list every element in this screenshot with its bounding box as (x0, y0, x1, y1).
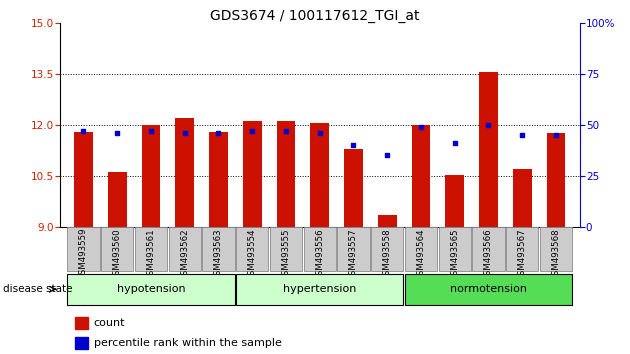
Text: GSM493562: GSM493562 (180, 228, 189, 280)
FancyBboxPatch shape (202, 227, 235, 271)
Point (146, 128, 156, 134)
FancyBboxPatch shape (236, 274, 403, 304)
Text: GSM493556: GSM493556 (315, 228, 324, 280)
FancyBboxPatch shape (405, 274, 572, 304)
FancyBboxPatch shape (270, 227, 302, 271)
Point (551, 132, 561, 138)
Bar (175, 118, 194, 227)
Point (348, 142, 358, 148)
Text: GSM493566: GSM493566 (484, 228, 493, 280)
Text: GSM493567: GSM493567 (518, 228, 527, 280)
Bar (142, 125, 160, 227)
Bar (479, 72, 498, 227)
FancyBboxPatch shape (101, 227, 134, 271)
Text: hypotension: hypotension (117, 284, 185, 295)
Text: GSM493561: GSM493561 (147, 228, 156, 280)
Point (247, 128, 257, 134)
FancyBboxPatch shape (506, 227, 539, 271)
Bar (344, 149, 363, 227)
Bar (513, 169, 532, 227)
Point (382, 153, 392, 158)
Bar (277, 121, 295, 227)
Bar (243, 121, 261, 227)
Text: GSM493560: GSM493560 (113, 228, 122, 280)
Text: GSM493555: GSM493555 (282, 228, 290, 280)
Text: GSM493564: GSM493564 (416, 228, 425, 280)
Text: GSM493558: GSM493558 (383, 228, 392, 280)
Point (112, 130, 122, 136)
Point (214, 130, 224, 136)
FancyBboxPatch shape (405, 227, 437, 271)
FancyBboxPatch shape (438, 227, 471, 271)
Text: GSM493559: GSM493559 (79, 228, 88, 280)
Text: GSM493568: GSM493568 (551, 228, 561, 280)
Text: hypertension: hypertension (283, 284, 357, 295)
FancyBboxPatch shape (337, 227, 370, 271)
Point (416, 124, 426, 130)
Point (180, 130, 190, 136)
FancyBboxPatch shape (135, 227, 167, 271)
Bar (547, 133, 565, 227)
Text: GSM493557: GSM493557 (349, 228, 358, 280)
FancyBboxPatch shape (236, 227, 268, 271)
Text: GSM493554: GSM493554 (248, 228, 257, 280)
Text: disease state: disease state (3, 284, 72, 294)
Point (281, 128, 291, 134)
Bar (209, 132, 228, 227)
Point (517, 132, 527, 138)
Bar (76, 337, 88, 349)
Bar (76, 316, 88, 329)
Text: GSM493565: GSM493565 (450, 228, 459, 280)
FancyBboxPatch shape (304, 227, 336, 271)
Bar (311, 123, 329, 227)
Text: percentile rank within the sample: percentile rank within the sample (94, 338, 282, 348)
Point (315, 130, 325, 136)
Text: count: count (94, 318, 125, 327)
Point (450, 140, 460, 146)
Bar (445, 175, 464, 227)
Bar (411, 125, 430, 227)
Bar (108, 172, 127, 227)
FancyBboxPatch shape (169, 227, 201, 271)
Text: GSM493563: GSM493563 (214, 228, 223, 280)
FancyBboxPatch shape (540, 227, 572, 271)
Point (483, 122, 493, 128)
FancyBboxPatch shape (371, 227, 403, 271)
Text: normotension: normotension (450, 284, 527, 295)
Point (78, 128, 88, 134)
Text: GDS3674 / 100117612_TGI_at: GDS3674 / 100117612_TGI_at (210, 9, 420, 23)
FancyBboxPatch shape (67, 227, 100, 271)
Bar (74, 132, 93, 227)
Bar (378, 215, 396, 227)
FancyBboxPatch shape (67, 274, 235, 304)
FancyBboxPatch shape (472, 227, 505, 271)
